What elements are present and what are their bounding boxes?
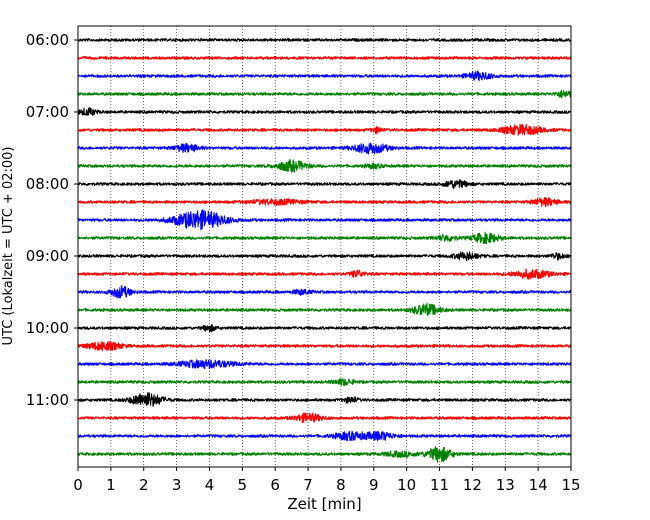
trace-line (77, 142, 572, 155)
seismic-traces (77, 37, 572, 463)
y-axis-label: UTC (Lokalzeit = UTC + 02:00) (1, 147, 16, 346)
trace-line (77, 196, 572, 208)
trace-line (77, 179, 572, 190)
plot-frame (77, 25, 572, 468)
x-tick-label: 12 (463, 476, 482, 494)
y-axis-ticks: 06:00 07:00 08:00 09:00 10:00 11:00 (26, 31, 78, 409)
trace-line (77, 340, 572, 352)
x-tick-label: 7 (303, 476, 313, 494)
trace-line (77, 302, 572, 317)
x-tick-label: 4 (205, 476, 215, 494)
trace-line (77, 70, 572, 82)
trace-line (77, 378, 572, 387)
y-tick-label: 08:00 (26, 175, 69, 193)
trace-line (77, 412, 572, 423)
trace-line (77, 107, 572, 116)
trace-line (77, 123, 572, 136)
x-tick-label: 15 (561, 476, 580, 494)
x-tick-label: 6 (270, 476, 280, 494)
x-tick-label: 11 (430, 476, 449, 494)
trace-line (77, 159, 572, 173)
x-tick-label: 13 (496, 476, 515, 494)
trace-line (77, 209, 572, 231)
y-tick-label: 09:00 (26, 247, 69, 265)
x-tick-label: 2 (139, 476, 149, 494)
trace-line (77, 89, 572, 99)
y-tick-label: 10:00 (26, 319, 69, 337)
x-tick-label: 14 (529, 476, 548, 494)
x-tick-label: 3 (172, 476, 182, 494)
trace-line (77, 268, 572, 280)
y-tick-label: 06:00 (26, 31, 69, 49)
trace-line (77, 430, 572, 442)
trace-line (77, 324, 572, 333)
x-axis-label: Zeit [min] (287, 495, 361, 513)
x-tick-label: 1 (106, 476, 116, 494)
x-tick-label: 10 (397, 476, 416, 494)
y-tick-label: 11:00 (26, 391, 69, 409)
y-tick-label: 07:00 (26, 103, 69, 121)
trace-line (77, 446, 572, 463)
x-tick-label: 9 (369, 476, 379, 494)
trace-line (77, 392, 572, 407)
trace-line (77, 358, 572, 370)
trace-line (77, 37, 572, 43)
x-axis-ticks: 0 1 2 3 4 5 6 7 8 9 10 11 12 13 14 15 (73, 467, 581, 494)
x-tick-label: 8 (336, 476, 346, 494)
x-tick-label: 0 (73, 476, 83, 494)
trace-line (77, 285, 572, 299)
trace-line (77, 251, 572, 261)
trace-line (77, 55, 572, 61)
x-tick-label: 5 (238, 476, 248, 494)
trace-line (77, 231, 572, 245)
